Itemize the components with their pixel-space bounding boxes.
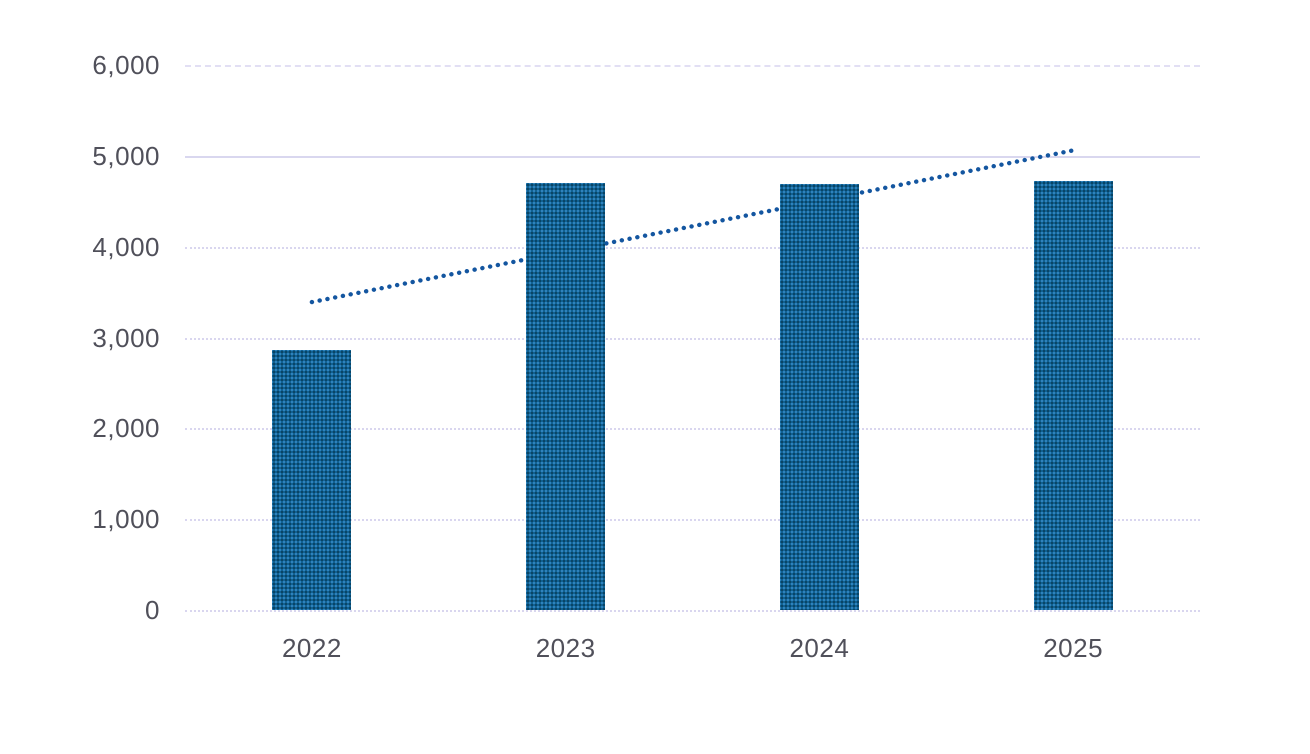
y-axis-tick-label-4000: 4,000 bbox=[92, 231, 160, 262]
bar-2023[interactable] bbox=[526, 183, 606, 610]
plot-area bbox=[185, 65, 1200, 612]
gridline-3000 bbox=[185, 337, 1200, 340]
trend-line bbox=[309, 148, 1076, 305]
bar-2024[interactable] bbox=[779, 184, 859, 610]
y-axis-tick-label-2000: 2,000 bbox=[92, 413, 160, 444]
y-axis-tick-label-0: 0 bbox=[145, 595, 160, 625]
x-axis-tick-label-2024: 2024 bbox=[789, 633, 850, 663]
gridline-6000 bbox=[185, 65, 1200, 67]
y-axis-tick-label-1000: 1,000 bbox=[92, 504, 160, 535]
y-axis-tick-label-6000: 6,000 bbox=[92, 50, 160, 80]
y-axis-tick-label-3000: 3,000 bbox=[92, 322, 160, 353]
x-axis-tick-label-2025: 2025 bbox=[1043, 633, 1104, 663]
gridline-0 bbox=[185, 610, 1200, 612]
x-axis-tick-label-2023: 2023 bbox=[535, 633, 596, 663]
x-axis-tick-label-2022: 2022 bbox=[281, 633, 342, 663]
trend-line-path bbox=[309, 148, 1076, 305]
y-axis-tick-label-5000: 5,000 bbox=[92, 140, 160, 171]
gridline-5000 bbox=[185, 155, 1200, 158]
bar-2022[interactable] bbox=[272, 350, 352, 610]
gridline-2000 bbox=[185, 428, 1200, 431]
gridline-1000 bbox=[185, 519, 1200, 522]
bar-2025[interactable] bbox=[1033, 181, 1113, 610]
gridline-4000 bbox=[185, 246, 1200, 249]
